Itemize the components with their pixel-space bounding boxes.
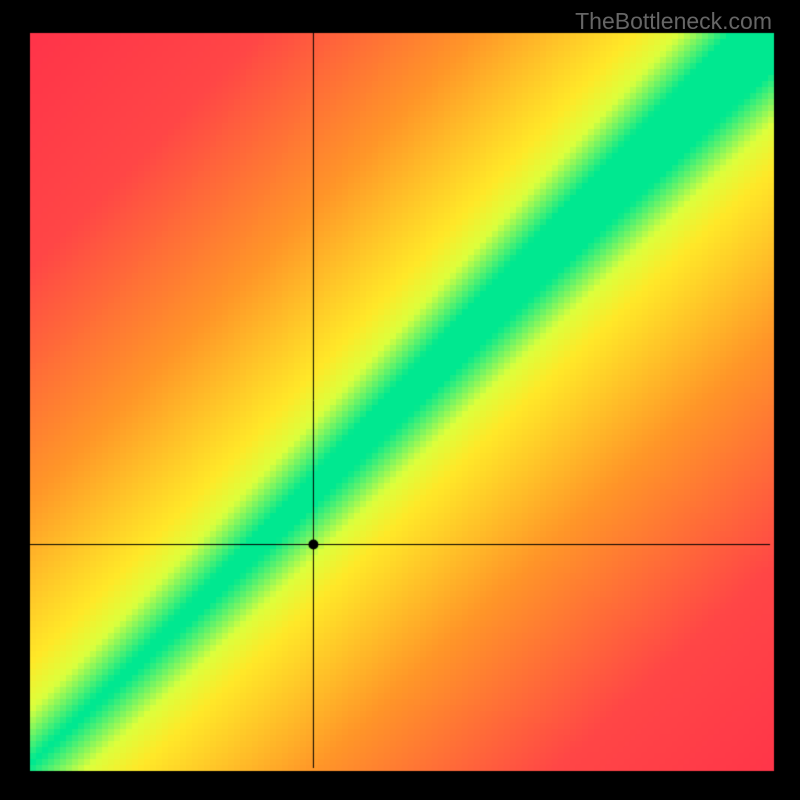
watermark-text: TheBottleneck.com: [575, 8, 772, 35]
bottleneck-heatmap: [0, 0, 800, 800]
